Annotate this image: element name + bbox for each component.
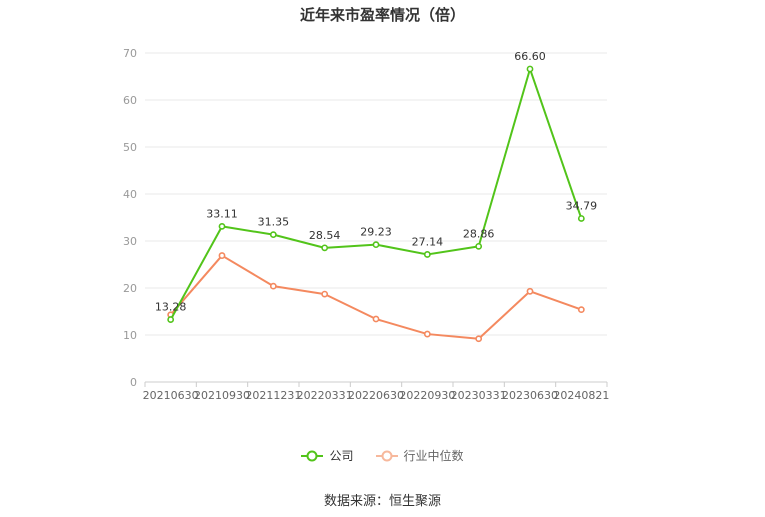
data-label: 28.54 [309,229,341,242]
legend-label-industry-median: 行业中位数 [403,449,464,463]
y-tick-label: 70 [123,47,137,60]
y-tick-label: 40 [123,188,137,201]
data-point-industry-median [475,335,483,343]
data-point-company [321,244,329,252]
data-point-industry-median [321,290,329,298]
data-point-company [372,241,380,249]
data-label: 29.23 [360,226,392,239]
data-point-company [269,231,277,239]
data-label: 31.35 [258,216,290,229]
data-point-industry-median [577,306,585,314]
data-point-industry-median [526,287,534,295]
data-point-industry-median [372,315,380,323]
y-tick-label: 60 [123,94,137,107]
data-label: 66.60 [514,50,546,63]
data-point-company [526,65,534,73]
legend-marker-icon [301,450,324,461]
y-tick-label: 30 [123,235,137,248]
series-line-industry-median [169,254,582,340]
data-label: 28.86 [463,227,495,240]
x-tick-label: 20230331 [451,389,507,402]
x-tick-label: 20220630 [348,389,404,402]
data-point-company [218,222,226,230]
axes: 0102030405060702021063020210930202112312… [123,47,609,402]
x-tick-label: 20211231 [245,389,301,402]
legend: 公司 行业中位数 [0,447,765,464]
x-tick-label: 20210630 [143,389,199,402]
data-point-industry-median [423,330,431,338]
legend-marker-icon [375,450,398,461]
legend-label-company: 公司 [329,449,354,463]
grid-lines [145,52,607,336]
x-tick-label: 20240821 [553,389,609,402]
source-note: 数据来源：恒生聚源 [323,494,441,509]
data-label: 27.14 [412,235,444,248]
y-tick-label: 50 [123,141,137,154]
x-tick-label: 20220930 [399,389,455,402]
data-label: 34.79 [566,199,598,212]
data-point-industry-median [218,252,226,259]
data-labels: 13.28 33.11 31.35 28.54 29.23 27.14 28.86 66.60… [155,50,597,314]
data-point-company [167,316,175,323]
x-tick-label: 20210930 [194,389,250,402]
legend-item-company[interactable]: 公司 [301,447,354,464]
data-point-company [423,251,431,258]
y-tick-label: 0 [130,376,137,389]
series [167,65,585,343]
data-point-company [475,242,483,250]
x-tick-label: 20220331 [297,389,353,402]
y-tick-label: 10 [123,329,137,342]
data-label: 13.28 [155,301,187,314]
data-label: 33.11 [206,207,238,220]
x-tick-label: 20230630 [502,389,558,402]
chart-title: 近年来市盈率情况（倍） [299,6,465,24]
data-point-company [577,215,585,222]
legend-item-industry-median[interactable]: 行业中位数 [375,447,464,464]
data-point-industry-median [269,282,277,290]
y-tick-label: 20 [123,282,137,295]
